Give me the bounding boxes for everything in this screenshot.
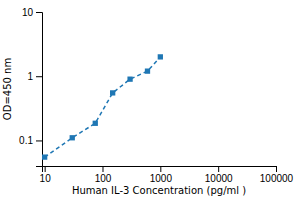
marker <box>110 90 115 95</box>
x-tick-label: 1000 <box>150 173 173 184</box>
y-tick-label: 1 <box>27 71 33 82</box>
marker <box>42 154 47 159</box>
x-tick: 100 <box>95 166 112 184</box>
x-tick-mark <box>160 166 161 172</box>
y-tick-label: 10 <box>22 7 34 18</box>
marker <box>127 77 132 82</box>
x-tick: 100000 <box>260 166 294 184</box>
y-axis-line <box>36 13 43 167</box>
x-axis-line <box>43 167 277 173</box>
y-tick: 1 <box>27 71 42 82</box>
line <box>45 57 161 157</box>
marker <box>93 121 98 126</box>
y-axis-title: OD=450 nm <box>2 58 13 120</box>
y-tick-mark <box>36 140 42 141</box>
y-tick: 0.1 <box>19 135 42 146</box>
x-tick: 10000 <box>205 166 233 184</box>
data-marks <box>42 54 163 160</box>
y-tick: 10 <box>22 7 42 18</box>
x-tick: 10 <box>40 166 52 184</box>
x-tick-label: 10000 <box>205 173 233 184</box>
x-tick-mark <box>218 166 219 172</box>
marker <box>145 68 150 73</box>
y-axis: 0.1 1 10 <box>19 7 42 167</box>
y-tick-mark <box>36 76 42 77</box>
x-tick-label: 100 <box>95 173 112 184</box>
x-tick-mark <box>102 166 103 172</box>
plot: 10 100 1000 10000 100000 0.1 1 10 <box>19 7 294 184</box>
marker <box>158 54 163 59</box>
x-tick-mark <box>276 166 277 172</box>
x-tick-mark <box>45 166 46 172</box>
chart-container: 10 100 1000 10000 100000 0.1 1 10 Human IL-3 Con… <box>0 0 300 200</box>
marker <box>70 135 75 140</box>
x-axis-title: Human IL-3 Concentration (pg/ml ) <box>72 185 246 196</box>
x-tick-label: 100000 <box>260 173 294 184</box>
x-tick: 1000 <box>150 166 173 184</box>
x-tick-label: 10 <box>40 173 52 184</box>
chart: 10 100 1000 10000 100000 0.1 1 10 Human IL-3 Con… <box>0 0 300 200</box>
x-axis: 10 100 1000 10000 100000 <box>40 166 294 184</box>
y-tick-mark <box>36 12 42 13</box>
y-tick-label: 0.1 <box>19 135 33 146</box>
